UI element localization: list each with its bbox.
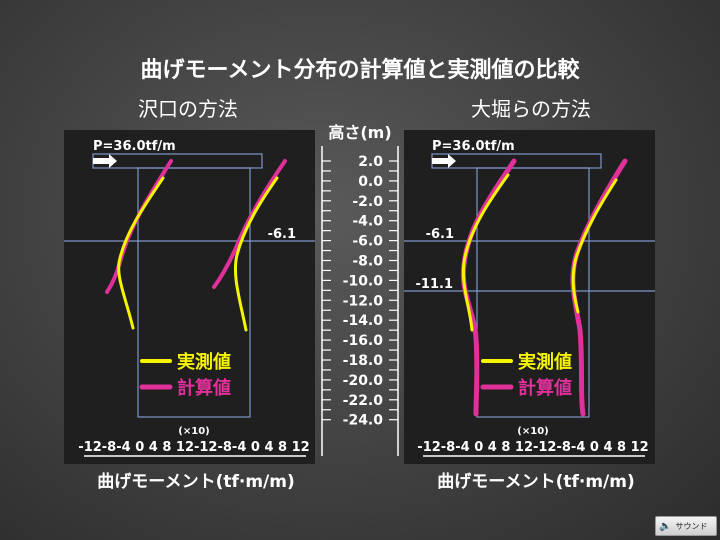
right-legend-calculated-label: 計算値 (518, 377, 572, 399)
left-panel: P=36.0tf/m -6.1 実測値 計算値 (×10) -12-8-4 0 … (64, 130, 315, 464)
depth-tick-label: -10.0 (343, 273, 384, 289)
left-moment-ticks: -12-8-4 0 4 8 12-12-8-4 0 4 8 12 (78, 440, 309, 455)
left-moment-axis-title: 曲げモーメント(tf·m/m) (97, 472, 294, 492)
right-level-label-1: -6.1 (426, 227, 454, 242)
right-multiplier: (×10) (517, 426, 548, 437)
sound-button-label: サウンド (675, 521, 708, 531)
depth-axis-ticks: 2.0 0.0 -2.0 -4.0 -6.0 -8.0 -10.0 -12.0 -14.0 -16… (322, 154, 398, 429)
right-level-label-2: -11.1 (416, 277, 453, 292)
right-panel: P=36.0tf/m -6.1 -11.1 実測値 計算値 (×10) -12-… (404, 130, 655, 464)
right-wall-outline (476, 167, 590, 418)
depth-axis: 高さ(m) 2.0 0.0 -2.0 -4.0 -6.0 -8.0 -10.0 -12.0 -1… (321, 123, 399, 456)
depth-tick-label: -20.0 (343, 373, 384, 389)
depth-tick-label: 0.0 (358, 174, 383, 190)
left-level-label: -6.1 (268, 227, 296, 242)
depth-axis-title: 高さ(m) (328, 123, 391, 142)
depth-tick-label: -16.0 (343, 333, 384, 349)
speaker-icon: 🔈 (659, 520, 672, 532)
left-measured-curve-1 (117, 176, 165, 330)
depth-tick-label: -2.0 (352, 194, 383, 210)
depth-tick-label: -18.0 (343, 353, 384, 369)
slide-title: 曲げモーメント分布の計算値と実測値の比較 (140, 57, 580, 83)
left-multiplier: (×10) (178, 426, 209, 437)
left-panel-heading: 沢口の方法 (138, 97, 238, 121)
depth-tick-label: -8.0 (352, 254, 383, 270)
left-legend-measured-label: 実測値 (177, 351, 231, 373)
left-load-arrow-icon (93, 154, 117, 168)
right-load-arrow-icon (432, 154, 456, 168)
left-measured-curve-2 (233, 176, 279, 332)
right-measured-curve-1 (461, 173, 510, 332)
right-moment-ticks: -12-8-4 0 4 8 12-12-8-4 0 4 8 12 (417, 440, 648, 455)
right-legend-measured-label: 実測値 (518, 351, 572, 373)
depth-tick-label: -6.0 (352, 234, 383, 250)
depth-tick-label: -4.0 (352, 214, 383, 230)
depth-tick-label: 2.0 (358, 154, 383, 170)
left-calculated-curve-2 (212, 159, 287, 289)
right-load-label: P=36.0tf/m (432, 139, 515, 154)
left-load-label: P=36.0tf/m (93, 139, 176, 154)
left-legend-calculated-label: 計算値 (177, 377, 231, 399)
left-wall-outline (137, 167, 251, 418)
depth-tick-label: -12.0 (343, 293, 384, 309)
sound-button[interactable]: 🔈 サウンド (655, 516, 717, 536)
depth-tick-label: -24.0 (343, 413, 384, 429)
right-panel-heading: 大堀らの方法 (471, 97, 591, 121)
depth-tick-label: -22.0 (343, 393, 384, 409)
depth-tick-label: -14.0 (343, 313, 384, 329)
right-measured-curve-2 (571, 178, 618, 314)
right-moment-axis-title: 曲げモーメント(tf·m/m) (437, 472, 634, 492)
